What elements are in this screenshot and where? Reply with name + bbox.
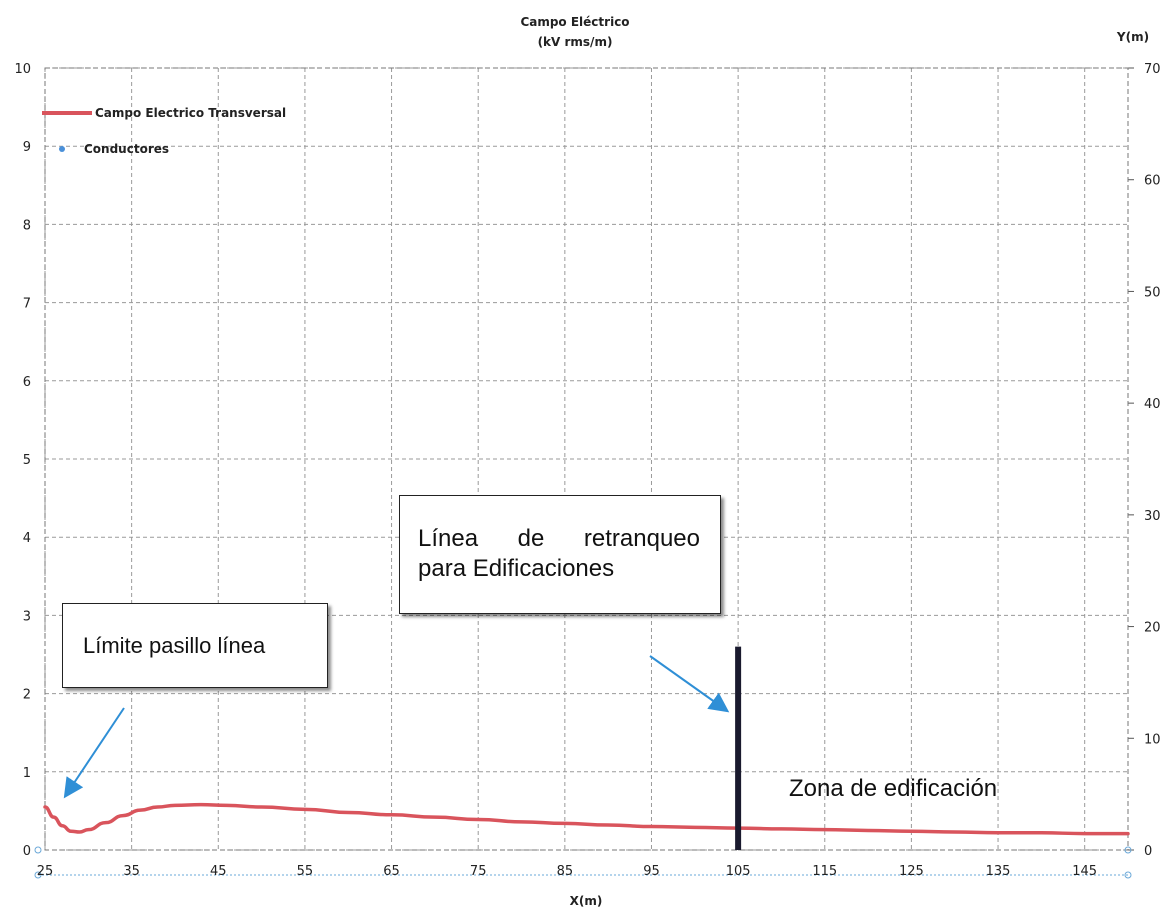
y-tick-label: 5	[23, 453, 31, 468]
series	[43, 646, 1130, 850]
x-tick-label: 145	[1072, 864, 1097, 879]
callout-limite-pasillo: Límite pasillo línea	[62, 603, 328, 688]
chart-title-line1: Campo Eléctrico	[520, 15, 629, 29]
y2-tick-label: 10	[1144, 732, 1161, 747]
y2-tick-label: 0	[1144, 844, 1152, 859]
y-tick-label: 6	[23, 375, 31, 390]
x-tick-label: 115	[812, 864, 837, 879]
selection-handle	[1124, 871, 1132, 879]
selection-handle	[34, 846, 42, 854]
arrow-retranqueo	[649, 655, 730, 713]
y2-tick-label: 70	[1144, 62, 1161, 77]
zona-edificacion-label: Zona de edificación	[789, 775, 998, 802]
legend-label-campo: Campo Electrico Transversal	[95, 106, 286, 120]
x-axis-label: X(m)	[570, 894, 603, 908]
x-tick-label: 105	[726, 864, 751, 879]
callout-retranqueo: Línea de retranqueo para Edificaciones	[399, 495, 721, 614]
chart-title-line2: (kV rms/m)	[538, 35, 613, 49]
x-tick-label: 45	[210, 864, 227, 879]
x-tick-label: 35	[123, 864, 140, 879]
y-tick-label: 9	[23, 140, 31, 155]
x-tick-label: 135	[986, 864, 1011, 879]
annotation-arrows	[63, 655, 730, 799]
callout-retranqueo-line1: Línea de retranqueo	[418, 525, 700, 552]
y2-tick-label: 20	[1144, 621, 1161, 636]
y2-tick-label: 40	[1144, 397, 1161, 412]
legend-marker-conductores	[59, 146, 65, 152]
legend: Campo Electrico Transversal Conductores	[42, 106, 286, 156]
y-tick-label: 10	[14, 62, 31, 77]
y-tick-label: 0	[23, 844, 31, 859]
y-tick-label: 2	[23, 688, 31, 703]
grid	[44, 67, 1128, 851]
plot-frame	[44, 67, 1129, 851]
x-tick-label: 125	[899, 864, 924, 879]
x-tick-label: 85	[557, 864, 574, 879]
callout-limite-text: Límite pasillo línea	[83, 632, 266, 658]
arrow-limite	[63, 707, 125, 799]
x-tick-label: 55	[297, 864, 314, 879]
y2-axis-label: Y(m)	[1116, 30, 1149, 44]
x-tick-label: 95	[643, 864, 660, 879]
series-line-campo-electrico	[43, 802, 1130, 836]
selection-handle	[34, 871, 42, 879]
y2-tick-label: 60	[1144, 174, 1161, 189]
legend-label-conductores: Conductores	[84, 142, 169, 156]
x-tick-label: 75	[470, 864, 487, 879]
x-tick-label: 25	[37, 864, 54, 879]
y-tick-label: 1	[23, 766, 31, 781]
y2-tick-label: 50	[1144, 285, 1161, 300]
x-tick-label: 65	[383, 864, 400, 879]
callout-retranqueo-line2: para Edificaciones	[418, 555, 615, 582]
y-tick-label: 4	[23, 531, 31, 546]
y-tick-label: 7	[23, 297, 31, 312]
axes	[34, 67, 1134, 879]
y2-tick-label: 30	[1144, 509, 1161, 524]
selection-handle	[1124, 846, 1132, 854]
y-tick-label: 3	[23, 609, 31, 624]
y-tick-label: 8	[23, 218, 31, 233]
